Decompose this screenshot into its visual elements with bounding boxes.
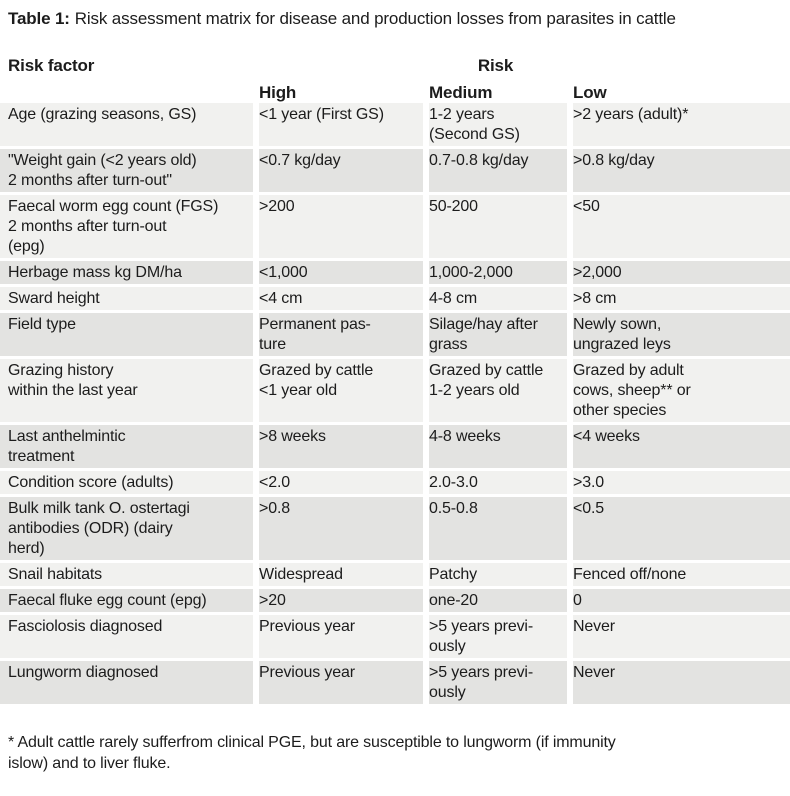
low-risk-cell: >3.0: [573, 471, 790, 494]
table-row: Snail habitats Widespread Patchy Fenced off…: [0, 563, 790, 586]
medium-risk-cell: Patchy: [429, 563, 567, 586]
table-row: Lungworm diagnosed Previous year >5 years …: [0, 661, 790, 704]
table-row: Bulk milk tank O. ostertagi antibodies (…: [0, 497, 790, 560]
high-risk-cell: Widespread: [259, 563, 423, 586]
risk-factor-header: Risk factor: [8, 56, 95, 75]
high-risk-cell: <2.0: [259, 471, 423, 494]
row-label-cell: Faecal worm egg count (FGS) 2 months aft…: [0, 195, 253, 258]
table-subheader-row: High Medium Low: [0, 80, 790, 103]
table-row: Sward height <4 cm 4-8 cm >8 cm: [0, 287, 790, 310]
column-header-medium: Medium: [429, 83, 493, 102]
row-label-cell: Lungworm diagnosed: [0, 661, 253, 704]
table-number-label: Table 1:: [8, 9, 70, 28]
low-risk-cell: Never: [573, 615, 790, 658]
medium-risk-cell: >5 years previ- ously: [429, 615, 567, 658]
low-risk-cell: Never: [573, 661, 790, 704]
table-row: Age (grazing seasons, GS) <1 year (First …: [0, 103, 790, 146]
row-label-cell: Condition score (adults): [0, 471, 253, 494]
table-row: Faecal fluke egg count (epg) >20 one-20 0: [0, 589, 790, 612]
low-risk-cell: Fenced off/none: [573, 563, 790, 586]
high-risk-cell: <0.7 kg/day: [259, 149, 423, 192]
table-row: "Weight gain (<2 years old) 2 months aft…: [0, 149, 790, 192]
low-risk-cell: 0: [573, 589, 790, 612]
table-row: Faecal worm egg count (FGS) 2 months aft…: [0, 195, 790, 258]
medium-risk-cell: 2.0-3.0: [429, 471, 567, 494]
footnote-adult-cattle: * Adult cattle rarely sufferfrom clinica…: [8, 734, 616, 772]
high-risk-cell: >200: [259, 195, 423, 258]
row-label-cell: "Weight gain (<2 years old) 2 months aft…: [0, 149, 253, 192]
low-risk-cell: <4 weeks: [573, 425, 790, 468]
high-risk-cell: >20: [259, 589, 423, 612]
high-risk-cell: Grazed by cattle <1 year old: [259, 359, 423, 422]
table-row: Herbage mass kg DM/ha <1,000 1,000-2,000 >2…: [0, 261, 790, 284]
low-risk-cell: >8 cm: [573, 287, 790, 310]
medium-risk-cell: 4-8 weeks: [429, 425, 567, 468]
row-label-cell: Field type: [0, 313, 253, 356]
low-risk-cell: Grazed by adult cows, sheep** or other s…: [573, 359, 790, 422]
table-row: Fasciolosis diagnosed Previous year >5 yea…: [0, 615, 790, 658]
medium-risk-cell: 1-2 years (Second GS): [429, 103, 567, 146]
low-risk-cell: <0.5: [573, 497, 790, 560]
table-row: Grazing history within the last year Graz…: [0, 359, 790, 422]
high-risk-cell: Previous year: [259, 661, 423, 704]
low-risk-cell: >2 years (adult)*: [573, 103, 790, 146]
medium-risk-cell: 0.5-0.8: [429, 497, 567, 560]
low-risk-cell: <50: [573, 195, 790, 258]
table-row: Last anthelmintic treatment >8 weeks 4-8 w…: [0, 425, 790, 468]
row-label-cell: Age (grazing seasons, GS): [0, 103, 253, 146]
column-header-low: Low: [573, 83, 607, 102]
low-risk-cell: >2,000: [573, 261, 790, 284]
high-risk-cell: >8 weeks: [259, 425, 423, 468]
high-risk-cell: Previous year: [259, 615, 423, 658]
medium-risk-cell: 50-200: [429, 195, 567, 258]
medium-risk-cell: one-20: [429, 589, 567, 612]
row-label-cell: Snail habitats: [0, 563, 253, 586]
risk-group-header: Risk: [477, 56, 514, 75]
table-header-row: Risk factor Risk: [0, 56, 790, 80]
medium-risk-cell: >5 years previ- ously: [429, 661, 567, 704]
medium-risk-cell: 4-8 cm: [429, 287, 567, 310]
row-label-cell: Herbage mass kg DM/ha: [0, 261, 253, 284]
row-label-cell: Faecal fluke egg count (epg): [0, 589, 253, 612]
low-risk-cell: Newly sown, ungrazed leys: [573, 313, 790, 356]
row-label-cell: Fasciolosis diagnosed: [0, 615, 253, 658]
table-row: Field type Permanent pas- ture Silage/hay …: [0, 313, 790, 356]
table-caption: Risk assessment matrix for disease and p…: [74, 9, 676, 28]
row-label-cell: Sward height: [0, 287, 253, 310]
medium-risk-cell: Silage/hay after grass: [429, 313, 567, 356]
high-risk-cell: Permanent pas- ture: [259, 313, 423, 356]
medium-risk-cell: Grazed by cattle 1-2 years old: [429, 359, 567, 422]
table-title: Table 1: Risk assessment matrix for disea…: [0, 8, 790, 30]
row-label-cell: Bulk milk tank O. ostertagi antibodies (…: [0, 497, 253, 560]
table-row: Condition score (adults) <2.0 2.0-3.0 >3.0: [0, 471, 790, 494]
row-label-cell: Last anthelmintic treatment: [0, 425, 253, 468]
medium-risk-cell: 0.7-0.8 kg/day: [429, 149, 567, 192]
risk-table-body: Age (grazing seasons, GS) <1 year (First …: [0, 103, 790, 704]
high-risk-cell: >0.8: [259, 497, 423, 560]
footnotes: * Adult cattle rarely sufferfrom clinica…: [0, 707, 790, 796]
high-risk-cell: <1 year (First GS): [259, 103, 423, 146]
low-risk-cell: >0.8 kg/day: [573, 149, 790, 192]
medium-risk-cell: 1,000-2,000: [429, 261, 567, 284]
row-label-cell: Grazing history within the last year: [0, 359, 253, 422]
high-risk-cell: <1,000: [259, 261, 423, 284]
column-header-high: High: [259, 83, 297, 102]
high-risk-cell: <4 cm: [259, 287, 423, 310]
